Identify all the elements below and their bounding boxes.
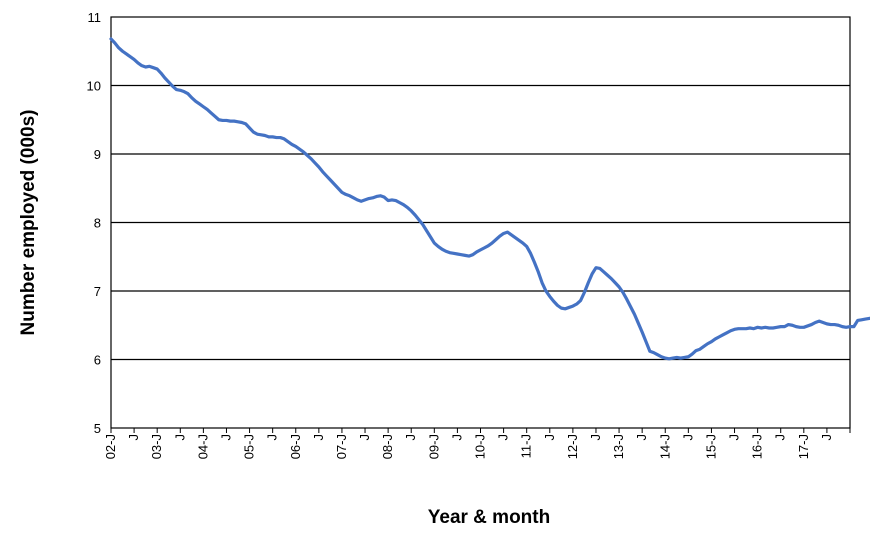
- x-tick-label: J: [218, 434, 233, 441]
- x-tick-label: J: [680, 434, 695, 441]
- y-tick-label: 10: [87, 79, 101, 94]
- x-tick-label: 13-J: [611, 434, 626, 459]
- x-tick-label: 16-J: [750, 434, 765, 459]
- grid-layer: [111, 84, 850, 361]
- x-tick-label: J: [449, 434, 464, 441]
- y-tick-label: 6: [94, 353, 101, 368]
- x-tick-label: J: [357, 434, 372, 441]
- x-tick-label: J: [311, 434, 326, 441]
- x-tick-label: J: [126, 434, 141, 441]
- x-tick-label: J: [634, 434, 649, 441]
- x-tick-label: 05-J: [242, 434, 257, 459]
- x-tick-label: J: [588, 434, 603, 441]
- x-tick-label: J: [819, 434, 834, 441]
- x-tick-label: J: [542, 434, 557, 441]
- x-tick-label: 03-J: [149, 434, 164, 459]
- x-tick-label: 11-J: [519, 434, 534, 458]
- y-axis-ticks: 5 6 7 8 9 10 11: [87, 10, 101, 436]
- x-tick-label: 06-J: [288, 434, 303, 459]
- x-tick-label: 02-J: [103, 434, 118, 459]
- x-axis-ticks: 02-J J 03-J J 04-J J 05-J J 06-J J 07-J J 08-J J 09-J J…: [103, 428, 851, 459]
- x-tick-label: 07-J: [334, 434, 349, 459]
- x-tick-label: J: [265, 434, 280, 441]
- x-tick-label: 08-J: [380, 434, 395, 459]
- x-tick-label: 10-J: [473, 434, 488, 459]
- x-tick-label: J: [773, 434, 788, 441]
- x-tick-label: 12-J: [565, 434, 580, 459]
- x-tick-label: J: [727, 434, 742, 441]
- y-axis-title: Number employed (000s): [18, 110, 39, 336]
- x-tick-label: J: [172, 434, 187, 441]
- y-tick-label: 11: [88, 10, 102, 25]
- x-tick-label: 04-J: [195, 434, 210, 459]
- series-line-employment: [109, 37, 870, 361]
- y-tick-label: 7: [94, 284, 101, 299]
- x-tick-label: J: [496, 434, 511, 441]
- y-tick-label: 8: [94, 216, 101, 231]
- x-tick-label: 14-J: [657, 434, 672, 459]
- y-tick-label: 5: [94, 421, 101, 436]
- x-tick-label: J: [403, 434, 418, 441]
- x-tick-label: 09-J: [426, 434, 441, 459]
- y-tick-label: 9: [94, 147, 101, 162]
- x-tick-label: 15-J: [703, 434, 718, 459]
- x-axis-title: Year & month: [428, 507, 550, 528]
- x-tick-label: 17-J: [796, 434, 811, 459]
